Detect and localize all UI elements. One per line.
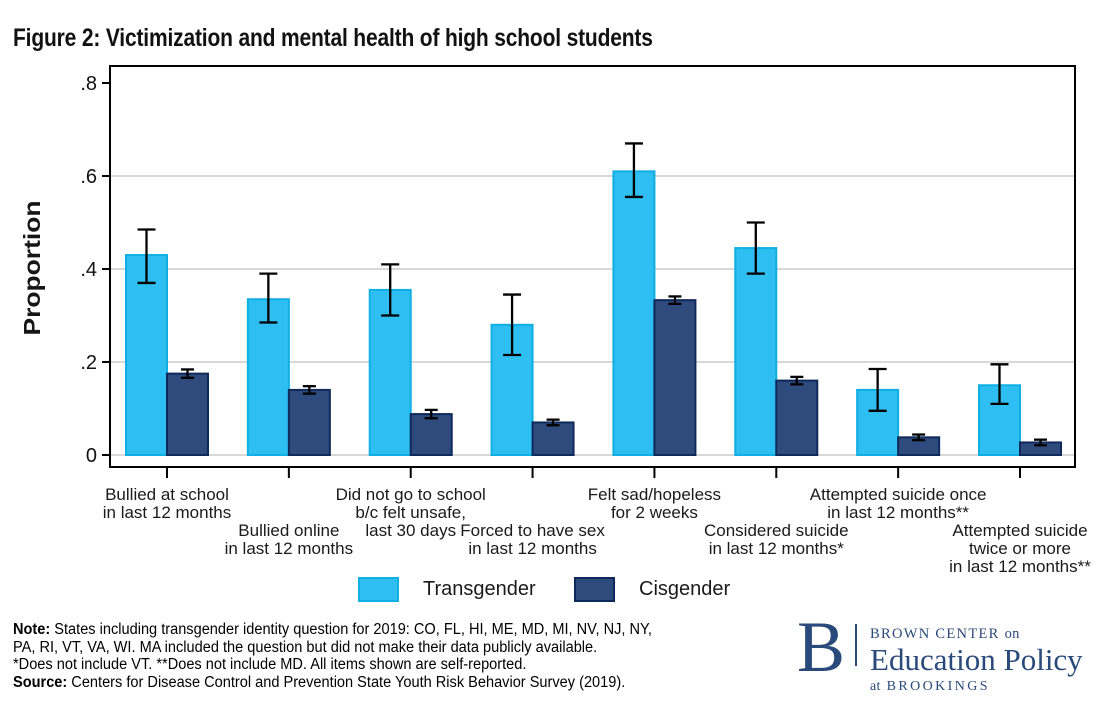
logo-at-brookings-line: at BROOKINGS [870, 679, 990, 695]
y-tick-label: 0 [86, 445, 97, 467]
bar-cisgender-5 [775, 379, 819, 457]
note-text: Centers for Disease Control and Preventi… [67, 673, 626, 691]
category-label: Bullied at school [105, 485, 229, 504]
y-tick-label: .2 [80, 352, 97, 374]
logo-brown-center-line: BROWN CENTER on [870, 626, 1020, 643]
logo-divider [855, 624, 858, 666]
logo-brown-center: BROWN CENTER [870, 626, 1000, 642]
notes-block: Note: States including transgender ident… [13, 621, 652, 691]
y-tick-label: .8 [80, 73, 97, 95]
category-label: in last 12 months [103, 503, 232, 522]
category-label: for 2 weeks [611, 503, 698, 522]
category-label: Attempted suicide once [810, 485, 987, 504]
bar-cisgender-2 [409, 413, 453, 456]
brookings-logo: B BROWN CENTER on Education Policy at BR… [797, 607, 1083, 695]
category-label: in last 12 months** [827, 503, 969, 522]
note-text: States including transgender identity qu… [50, 621, 652, 638]
logo-education-policy: Education Policy [870, 642, 1083, 677]
legend-swatch-cisgender [574, 576, 615, 602]
note-text: *Does not include VT. **Does not include… [13, 656, 527, 674]
category-label: Did not go to school [336, 485, 486, 504]
note-text: PA, RI, VT, VA, WI. MA included the ques… [13, 638, 598, 656]
logo-text: BROWN CENTER on Education Policy at BROO… [870, 617, 1083, 695]
note-line: *Does not include VT. **Does not include… [13, 656, 652, 674]
logo-monogram-b: B [797, 607, 846, 687]
note-line: Note: States including transgender ident… [13, 621, 652, 639]
category-label: in last 12 months [468, 539, 597, 558]
category-label: Attempted suicide [952, 521, 1087, 540]
note-lead: Source: [13, 673, 68, 691]
category-label: in last 12 months** [949, 557, 1091, 576]
category-label: in last 12 months* [709, 539, 845, 558]
y-tick-label: .6 [80, 166, 97, 188]
bar-transgender-1 [246, 298, 290, 456]
logo-on: on [1004, 626, 1020, 642]
category-label: in last 12 months [225, 539, 354, 558]
legend-swatch-transgender [358, 576, 399, 602]
note-line: PA, RI, VT, VA, WI. MA included the ques… [13, 639, 652, 657]
bar-cisgender-3 [531, 421, 575, 457]
bar-cisgender-1 [287, 388, 331, 456]
bar-transgender-0 [125, 254, 168, 456]
bar-cisgender-0 [166, 372, 209, 456]
category-label: Bullied online [238, 521, 339, 540]
category-label: Considered suicide [704, 521, 849, 540]
legend-item-cisgender: Cisgender [574, 576, 730, 602]
plot-frame [109, 65, 1076, 468]
category-label: twice or more [969, 539, 1071, 558]
category-label: last 30 days [365, 521, 456, 540]
bar-transgender-2 [368, 288, 412, 456]
note-line: Source: Centers for Disease Control and … [13, 674, 652, 692]
logo-at: at [870, 679, 881, 694]
legend-item-transgender: Transgender [358, 576, 536, 602]
bar-cisgender-4 [653, 299, 697, 456]
figure-title: Figure 2: Victimization and mental healt… [13, 24, 653, 52]
legend-label-cisgender: Cisgender [639, 577, 731, 600]
bar-transgender-5 [734, 247, 778, 456]
category-label: Felt sad/hopeless [588, 485, 721, 504]
legend-label-transgender: Transgender [423, 577, 536, 600]
y-axis-title: Proportion [19, 201, 45, 336]
category-label: Forced to have sex [460, 521, 605, 540]
note-lead: Note: [13, 621, 51, 638]
y-tick-label: .4 [80, 259, 97, 281]
bar-transgender-4 [612, 170, 656, 456]
category-label: b/c felt unsafe, [355, 503, 466, 522]
chart-legend: Transgender Cisgender [0, 576, 1103, 606]
logo-brookings: BROOKINGS [886, 679, 990, 694]
